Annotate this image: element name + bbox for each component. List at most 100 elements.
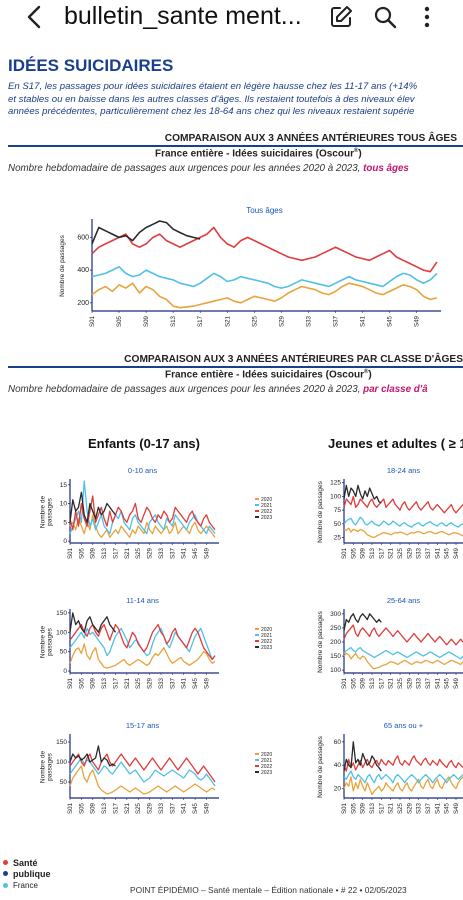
series-line-2021 xyxy=(343,646,463,660)
x-tick-label: S25 xyxy=(397,547,404,559)
x-tick-label: S05 xyxy=(350,677,357,689)
x-tick-label: S25 xyxy=(251,315,258,327)
x-tick-label: S01 xyxy=(341,802,348,814)
y-tick-label: 150 xyxy=(56,610,67,617)
y-tick-label: 5 xyxy=(63,519,67,526)
logo-dot xyxy=(3,883,8,888)
y-tick-label: 60 xyxy=(334,739,342,746)
x-tick-label: S33 xyxy=(416,547,423,559)
x-tick-label: S29 xyxy=(406,802,413,814)
x-tick-label: S25 xyxy=(135,802,142,814)
y-tick-label: 300 xyxy=(330,611,341,618)
y-axis-label: passages xyxy=(47,497,54,526)
x-tick-label: S37 xyxy=(425,802,432,814)
more-vert-icon[interactable] xyxy=(414,4,440,30)
y-axis-label: Nombre de xyxy=(40,496,47,529)
chart-title: 25-64 ans xyxy=(387,596,421,605)
search-icon[interactable] xyxy=(372,4,398,30)
logo-text: France xyxy=(13,881,38,890)
x-tick-label: S09 xyxy=(360,677,367,689)
x-tick-label: S29 xyxy=(406,677,413,689)
x-tick-label: S09 xyxy=(360,802,367,814)
legend-label: 2023 xyxy=(261,770,272,776)
series-line-2022 xyxy=(343,495,463,514)
series-line-2020 xyxy=(343,776,463,796)
x-tick-label: S29 xyxy=(406,547,413,559)
logo-dot xyxy=(3,860,8,865)
x-tick-label: S45 xyxy=(192,547,199,559)
document-title: bulletin_sante ment... xyxy=(64,2,302,30)
x-tick-label: S17 xyxy=(112,802,119,814)
x-tick-label: S13 xyxy=(369,677,376,689)
logo-text: Santé xyxy=(13,858,38,868)
document-page[interactable]: IDÉES SUICIDAIRES En S17, les passages p… xyxy=(0,34,463,900)
y-tick-label: 125 xyxy=(330,480,341,487)
y-axis-label: Nombre de passages xyxy=(317,480,324,543)
x-tick-label: S13 xyxy=(101,547,108,559)
x-tick-label: S01 xyxy=(89,315,96,327)
comparison-age-heading: COMPARAISON AUX 3 ANNÉES ANTÉRIEURES PAR… xyxy=(124,354,463,365)
x-tick-label: S17 xyxy=(378,802,385,814)
x-tick-label: S29 xyxy=(147,802,154,814)
x-tick-label: S29 xyxy=(278,315,285,327)
series-line-2021 xyxy=(69,757,216,787)
x-tick-label: S49 xyxy=(203,547,210,559)
y-tick-label: 50 xyxy=(60,779,68,786)
x-tick-label: S17 xyxy=(197,315,204,327)
chart-11-14-ans: 11-14 ans Nombre de passages 0 50 100 150 S01 S0… xyxy=(40,596,273,689)
app-bar: bulletin_sante ment... xyxy=(0,0,463,34)
section-divider xyxy=(8,145,463,147)
y-tick-label: 100 xyxy=(56,629,67,636)
paragraph-line: En S17, les passages pour idées suicidai… xyxy=(8,81,418,92)
y-axis-label: Nombre de passages xyxy=(59,234,66,297)
x-tick-label: S41 xyxy=(360,315,367,327)
y-tick-label: 25 xyxy=(334,535,342,542)
chart-0-10-ans: 0-10 ans Nombre de passages 0 5 10 15 S01 S05 S09… xyxy=(40,466,273,559)
footer-text: POINT ÉPIDÉMIO – Santé mentale – Édition… xyxy=(130,885,407,895)
x-tick-label: S13 xyxy=(369,547,376,559)
x-tick-label: S09 xyxy=(143,315,150,327)
x-tick-label: S25 xyxy=(397,802,404,814)
legend-label: 2022 xyxy=(261,639,272,645)
x-tick-label: S09 xyxy=(90,677,97,689)
x-tick-label: S33 xyxy=(158,677,165,689)
x-tick-label: S21 xyxy=(124,547,131,559)
x-tick-label: S37 xyxy=(333,315,340,327)
x-tick-label: S01 xyxy=(341,547,348,559)
x-tick-label: S49 xyxy=(453,677,460,689)
series-line-2021 xyxy=(69,480,216,535)
x-tick-label: S17 xyxy=(112,677,119,689)
x-tick-label: S41 xyxy=(434,677,441,689)
edit-icon[interactable] xyxy=(328,4,354,30)
series-line-2023 xyxy=(343,613,382,631)
x-tick-label: S41 xyxy=(434,802,441,814)
y-axis-label: Nombre de xyxy=(40,751,47,784)
x-tick-label: S13 xyxy=(170,315,177,327)
y-tick-label: 150 xyxy=(330,653,341,660)
x-tick-label: S45 xyxy=(192,677,199,689)
x-tick-label: S13 xyxy=(369,802,376,814)
x-tick-label: S05 xyxy=(350,802,357,814)
y-tick-label: 0 xyxy=(63,668,67,675)
comparison-age-subtitle: France entière - Idées suicidaires (Osco… xyxy=(165,369,372,381)
x-tick-label: S17 xyxy=(378,547,385,559)
chart-title: 65 ans ou + xyxy=(384,721,424,730)
page-footer: POINT ÉPIDÉMIO – Santé mentale – Édition… xyxy=(0,880,463,900)
x-tick-label: S33 xyxy=(158,547,165,559)
chart-title: 11-14 ans xyxy=(126,596,159,605)
x-tick-label: S25 xyxy=(135,677,142,689)
x-tick-label: S25 xyxy=(135,547,142,559)
series-line-2022 xyxy=(69,753,216,783)
legend-label: 2020 xyxy=(261,497,272,503)
series-line-2022 xyxy=(343,624,463,646)
back-arrow-icon[interactable] xyxy=(22,4,48,30)
legend-label: 2021 xyxy=(261,633,272,639)
series-line-2020 xyxy=(343,652,463,670)
y-tick-label: 400 xyxy=(77,267,89,274)
x-tick-label: S05 xyxy=(350,547,357,559)
chart-25-64-ans: 25-64 ans Nombre de passages 100 150 200 250 3… xyxy=(317,596,463,689)
x-tick-label: S45 xyxy=(192,802,199,814)
paragraph-line: et stables ou en baisse dans les autres … xyxy=(8,93,415,105)
x-tick-label: S21 xyxy=(388,802,395,814)
